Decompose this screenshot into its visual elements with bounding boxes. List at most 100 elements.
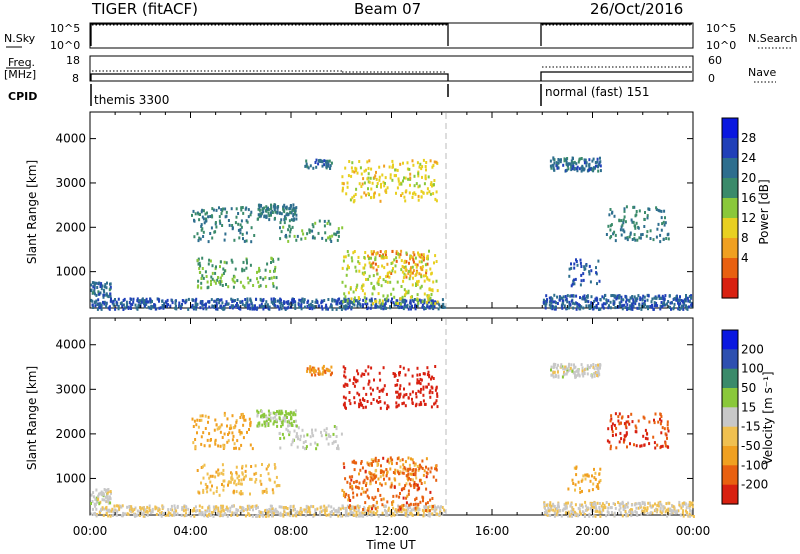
velocity-cell bbox=[626, 445, 628, 449]
velocity-cell bbox=[142, 506, 145, 510]
velocity-cell bbox=[136, 509, 139, 513]
velocity-cell bbox=[586, 474, 589, 478]
power-cell bbox=[285, 235, 288, 239]
power-cell bbox=[308, 230, 311, 234]
power-cell bbox=[268, 214, 271, 218]
velocity-cell bbox=[347, 498, 350, 502]
power-cell bbox=[104, 283, 107, 287]
power-cell bbox=[565, 297, 568, 301]
velocity-cell bbox=[372, 398, 375, 401]
velocity-cell bbox=[621, 502, 624, 505]
velocity-cell bbox=[204, 482, 207, 486]
velocity-cell bbox=[288, 423, 291, 427]
velocity-cell bbox=[397, 504, 400, 508]
velocity-cell bbox=[625, 420, 628, 424]
power-cell bbox=[412, 300, 415, 304]
power-cell bbox=[368, 261, 371, 265]
power-cell bbox=[270, 213, 272, 217]
velocity-cell bbox=[614, 506, 617, 510]
velocity-cell bbox=[360, 403, 362, 407]
power-cell bbox=[380, 303, 383, 307]
power-cell bbox=[233, 280, 236, 284]
velocity-cell bbox=[386, 459, 389, 463]
velocity-cell bbox=[624, 424, 627, 428]
velocity-cell bbox=[398, 396, 401, 400]
velocity-cell bbox=[603, 503, 606, 507]
power-cell bbox=[656, 227, 659, 231]
velocity-cell bbox=[572, 371, 575, 375]
power-cell bbox=[383, 184, 386, 188]
velocity-cell bbox=[221, 483, 223, 486]
velocity-cell bbox=[383, 477, 385, 481]
velocity-cell bbox=[256, 424, 259, 428]
power-cell bbox=[242, 284, 245, 288]
power-cell bbox=[361, 182, 364, 186]
velocity-cell bbox=[232, 504, 235, 508]
velocity-cell bbox=[691, 501, 694, 505]
velocity-cell bbox=[192, 441, 195, 445]
power-cell bbox=[425, 300, 428, 304]
velocity-cell bbox=[261, 489, 264, 493]
power-cell bbox=[365, 297, 368, 301]
velocity-cell bbox=[627, 415, 630, 419]
velocity-cell bbox=[398, 495, 401, 499]
velocity-cell bbox=[371, 507, 373, 511]
velocity-cell bbox=[650, 505, 653, 509]
power-cell bbox=[573, 302, 576, 306]
velocity-cell bbox=[343, 370, 346, 374]
power-cell bbox=[137, 303, 140, 307]
velocity-cell bbox=[581, 503, 584, 507]
velocity-cell bbox=[562, 508, 564, 512]
power-cell bbox=[407, 269, 410, 273]
velocity-colorbar-frame bbox=[721, 329, 739, 505]
velocity-cell bbox=[435, 468, 438, 472]
power-cell bbox=[369, 264, 372, 268]
power-cell bbox=[415, 182, 418, 186]
power-cell bbox=[221, 273, 224, 277]
velocity-cell bbox=[625, 426, 628, 430]
power-cell bbox=[303, 298, 306, 302]
velocity-cell bbox=[271, 507, 274, 511]
power-cell bbox=[631, 295, 634, 298]
power-cell bbox=[409, 301, 412, 305]
power-cell bbox=[225, 261, 228, 265]
velocity-cell bbox=[384, 504, 387, 508]
velocity-cell bbox=[263, 415, 265, 419]
velocity-cell bbox=[563, 367, 566, 371]
power-cell bbox=[590, 304, 592, 308]
velocity-cell bbox=[676, 509, 679, 513]
power-cell bbox=[283, 302, 286, 305]
velocity-cell bbox=[407, 489, 410, 493]
power-cell bbox=[344, 298, 347, 302]
velocity-cell bbox=[144, 508, 147, 512]
power-cell bbox=[407, 271, 410, 275]
power-cell bbox=[542, 298, 545, 302]
power-cell bbox=[621, 304, 624, 308]
power-cell bbox=[399, 253, 402, 257]
velocity-cell bbox=[411, 374, 414, 378]
velocity-cell bbox=[367, 463, 370, 467]
velocity-cell bbox=[358, 472, 360, 476]
velocity-cell bbox=[219, 506, 222, 510]
velocity-colorbar-tick: -200 bbox=[741, 478, 768, 492]
power-cell bbox=[425, 271, 428, 275]
velocity-cell bbox=[618, 422, 621, 426]
velocity-cell bbox=[380, 388, 383, 392]
velocity-cell bbox=[419, 377, 422, 381]
power-cell bbox=[633, 295, 636, 299]
velocity-cell bbox=[626, 505, 629, 509]
velocity-cell bbox=[430, 385, 433, 389]
velocity-cell bbox=[370, 462, 373, 466]
power-cell bbox=[350, 174, 353, 178]
velocity-cell bbox=[325, 437, 328, 441]
velocity-cell bbox=[404, 373, 407, 377]
power-cell bbox=[280, 230, 283, 234]
velocity-cell bbox=[423, 481, 426, 485]
power-cell bbox=[596, 157, 599, 161]
velocity-cell bbox=[402, 395, 405, 399]
power-cell bbox=[365, 193, 367, 197]
power-cell bbox=[658, 297, 661, 300]
velocity-cell bbox=[594, 514, 597, 518]
velocity-cell bbox=[579, 504, 582, 507]
velocity-cell bbox=[216, 427, 219, 431]
